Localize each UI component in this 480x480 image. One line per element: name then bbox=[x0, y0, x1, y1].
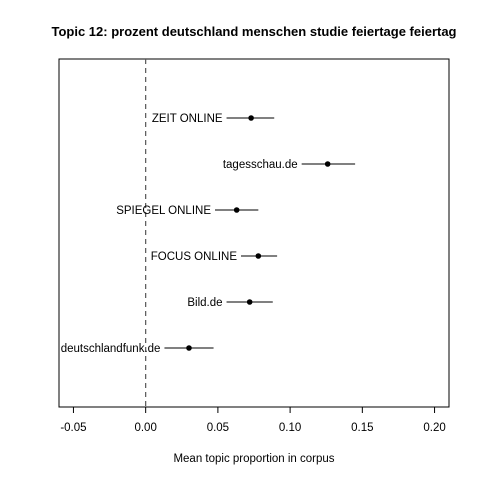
x-tick-label: 0.15 bbox=[351, 422, 373, 434]
point-estimate bbox=[186, 345, 192, 351]
x-tick-label: 0.00 bbox=[134, 422, 156, 434]
point-estimate bbox=[324, 161, 331, 167]
x-tick-label: 0.20 bbox=[423, 422, 445, 434]
point-label: Bild.de bbox=[187, 297, 222, 309]
point-estimate bbox=[246, 299, 253, 305]
chart-title: Topic 12: prozent deutschland menschen s… bbox=[51, 24, 456, 39]
point-estimate bbox=[233, 207, 240, 213]
point-estimate bbox=[248, 115, 254, 121]
x-tick-label: 0.05 bbox=[207, 422, 229, 434]
x-tick-label: 0.10 bbox=[279, 422, 301, 434]
point-label: tagesschau.de bbox=[223, 159, 298, 171]
x-axis-label: Mean topic proportion in corpus bbox=[173, 453, 334, 465]
x-tick-label: -0.05 bbox=[60, 422, 86, 434]
point-label: FOCUS ONLINE bbox=[151, 251, 238, 263]
point-estimate bbox=[255, 253, 262, 259]
plot-frame bbox=[58, 58, 450, 408]
point-label: SPIEGEL ONLINE bbox=[116, 205, 211, 217]
point-label: deutschlandfunk.de bbox=[61, 343, 161, 355]
point-label: ZEIT ONLINE bbox=[152, 113, 223, 125]
